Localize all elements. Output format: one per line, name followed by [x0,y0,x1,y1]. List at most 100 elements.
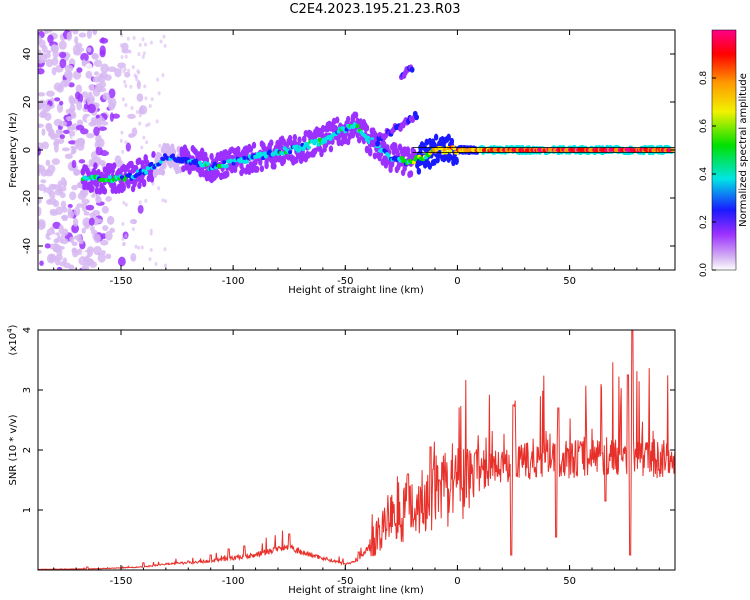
heatmap-cell [121,149,125,154]
heatmap-cell [320,124,326,132]
heatmap-cell [91,209,101,217]
heatmap-cell [225,170,230,178]
heatmap-cell [76,138,86,147]
heatmap-cell [251,141,257,149]
heatmap-cell [121,236,125,241]
heatmap-cell [102,92,110,100]
heatmap-cell [64,153,73,160]
heatmap-cell [67,207,72,216]
heatmap-cell [72,30,79,35]
heatmap-cell [58,224,64,235]
heatmap-cell [126,36,130,41]
heatmap-cell [134,74,138,79]
heatmap-cell [56,103,64,114]
heatmap-cell [149,247,153,252]
snr-scale-exponent: 4 [6,328,14,333]
heatmap-cell [38,183,47,191]
heatmap-cell [302,135,307,143]
snr-axes: -150 -100 -50 0 50 1 2 3 4 [22,327,675,587]
xtick-label: -100 [222,276,245,287]
heatmap-cell [140,105,144,110]
heatmap-cell [102,225,109,231]
heatmap-cell [45,159,51,167]
heatmap-cell [149,231,153,236]
heatmap-cell [86,30,93,39]
heatmap-cell [99,72,108,79]
heatmap-cell [248,145,254,153]
heatmap-cell [137,70,141,75]
heatmap-cell [209,152,214,160]
heatmap-cell [140,145,144,150]
heatmap-cell [72,169,82,176]
heatmap-cell [59,134,66,140]
heatmap-cell [61,232,66,238]
heatmap-cell [135,109,139,114]
heatmap-cell [99,45,106,56]
heatmap-cell [57,245,65,250]
heatmap-cell [117,62,126,69]
heatmap-cell [375,140,380,147]
heatmap-cell [128,49,132,54]
heatmap-cell [162,162,167,170]
heatmap-cell [328,145,334,153]
heatmap-cell [99,37,109,44]
heatmap-cell [44,72,54,78]
heatmap-cell [143,84,147,89]
heatmap-cell [47,164,56,174]
heatmap-cell [105,147,114,152]
heatmap-cell [124,71,131,78]
heatmap-cell [122,177,127,182]
heatmap-cell [92,30,98,36]
snr-scale-close: ) [8,324,19,328]
heatmap-cell [86,94,95,104]
heatmap-cell [81,227,87,234]
heatmap-cell [150,97,154,102]
heatmap-cell [306,145,311,150]
heatmap-cell [124,103,128,108]
heatmap-cell [45,58,54,68]
heatmap-cell [61,214,69,222]
heatmap-cell [80,53,89,62]
heatmap-cell [44,112,52,121]
heatmap-cell [133,219,137,224]
heatmap-cell [136,80,141,90]
heatmap-cell [41,128,46,136]
heatmap-cell [193,158,198,163]
heatmap-cell [69,236,75,243]
ytick-label: 4 [22,327,33,333]
snr-series-line [38,330,675,570]
ytick-label: 20 [22,96,33,109]
heatmap-cell [161,198,165,203]
heatmap-cell [38,92,46,97]
heatmap-cell [148,103,152,108]
heatmap-cell [59,100,64,106]
heatmap-cell [60,200,67,209]
heatmap-cell [405,146,411,154]
heatmap-cell [95,218,104,224]
heatmap-cell [72,249,79,254]
heatmap-cell [144,198,148,203]
heatmap-cell [92,76,102,83]
heatmap-cell [93,162,98,170]
heatmap-cell [119,43,123,48]
heatmap-cell [155,119,159,124]
heatmap-cell [100,239,109,246]
heatmap-cell [355,124,360,129]
heatmap-cell [269,139,274,147]
heatmap-cell [198,170,203,178]
heatmap-cell [141,180,147,188]
heatmap-cell [54,97,61,102]
heatmap-cell [236,145,241,153]
heatmap-cell [121,184,126,192]
heatmap-cell [84,221,90,230]
heatmap-cell [124,83,128,88]
colorbar-ticks: 0.0 0.2 0.4 0.6 0.8 [699,71,716,277]
heatmap-cell [158,159,163,164]
heatmap-cell [60,238,69,245]
heatmap-cell [71,146,76,155]
heatmap-cell [83,211,90,216]
heatmap-cell [38,147,41,156]
heatmap-cell [294,144,299,149]
heatmap-cell [141,54,145,59]
heatmap-cell [75,124,85,131]
